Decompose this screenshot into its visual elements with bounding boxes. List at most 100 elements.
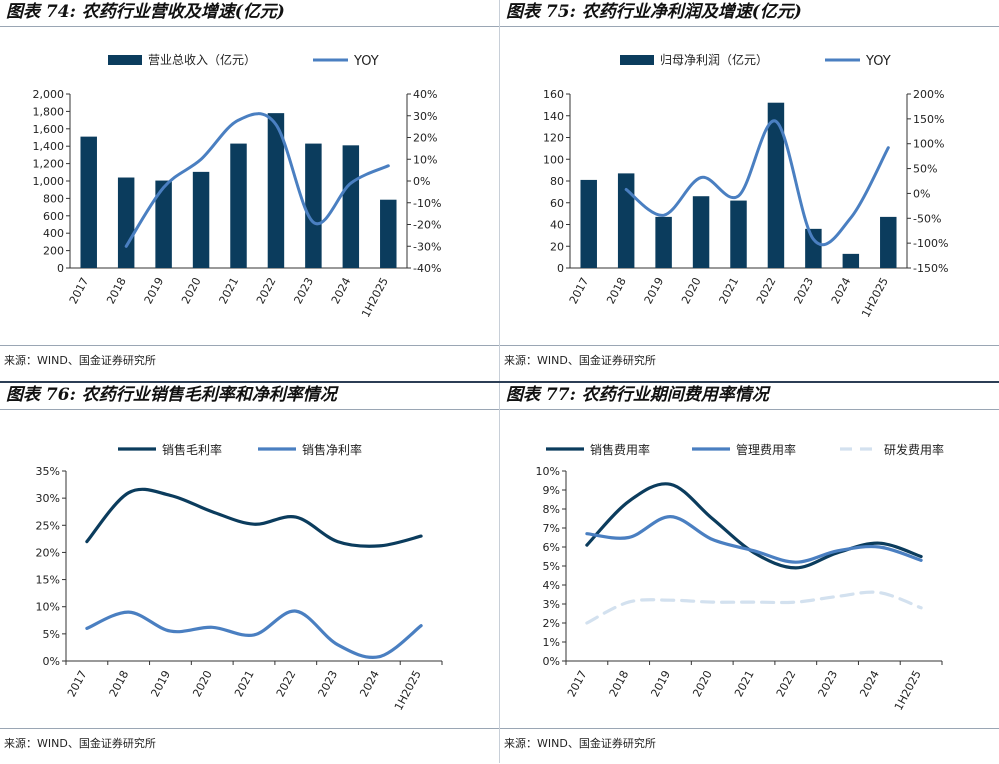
- y-tick-label: 30%: [36, 492, 60, 505]
- x-tick-label: 2021: [232, 668, 257, 699]
- x-tick-label: 2018: [107, 668, 132, 699]
- y-tick-label: 15%: [36, 574, 60, 587]
- net-profit-chart: 归母净利润（亿元） YOY 0 20 40 60 80 100 120 140 160 -150% -1…: [543, 52, 948, 320]
- panel-net-profit: 图表 75: 农药行业净利润及增速(亿元) 归母净利润（亿元） YOY 0 20 40 6…: [500, 0, 999, 381]
- left-tick-label: 100: [543, 153, 564, 166]
- x-tick-label: 2017: [67, 275, 92, 306]
- legend-label-line: YOY: [353, 54, 379, 69]
- y-tick-label: 3%: [543, 598, 560, 611]
- y-tick-label: 0%: [43, 655, 60, 668]
- x-tick-label: 2019: [642, 275, 667, 306]
- right-tick-label: -30%: [413, 240, 441, 253]
- bar: [842, 253, 860, 268]
- left-tick-label: 60: [550, 197, 564, 210]
- title-rule: [500, 409, 999, 410]
- y-tick-label: 20%: [36, 546, 60, 559]
- series-line: [585, 590, 923, 625]
- legend-label: 销售净利率: [302, 442, 362, 457]
- x-tick-label: 2020: [179, 275, 204, 306]
- left-tick-label: 140: [543, 110, 564, 123]
- chart-title: 图表 75: 农药行业净利润及增速(亿元): [506, 2, 802, 22]
- x-tick-label: 2021: [732, 668, 757, 699]
- y-tick-label: 35%: [36, 465, 60, 478]
- left-tick-label: 80: [550, 175, 564, 188]
- y-tick-label: 6%: [543, 541, 560, 554]
- legend-label-bar: 归母净利润（亿元）: [660, 52, 768, 67]
- left-tick-label: 1,000: [33, 175, 65, 188]
- left-tick-label: 2,000: [33, 88, 65, 101]
- left-tick-label: 40: [550, 219, 564, 232]
- series-line: [585, 482, 923, 570]
- left-tick-label: 600: [43, 210, 64, 223]
- x-tick-label: 2021: [717, 275, 742, 306]
- left-tick-label: 20: [550, 240, 564, 253]
- right-tick-label: 40%: [413, 88, 437, 101]
- row-divider: [0, 381, 999, 383]
- x-tick-label: 1H2025: [392, 668, 424, 712]
- legend-label-bar: 营业总收入（亿元）: [148, 52, 256, 67]
- panel-margins: 图表 76: 农药行业销售毛利率和净利率情况 0% 5% 10% 15% 20% 25% 3…: [0, 383, 499, 764]
- bar: [767, 102, 785, 268]
- bar: [730, 200, 747, 268]
- right-tick-label: 30%: [413, 110, 437, 123]
- x-tick-label: 2018: [104, 275, 129, 306]
- bar: [617, 173, 635, 268]
- x-tick-label: 2022: [754, 275, 779, 306]
- y-tick-label: 2%: [543, 617, 560, 630]
- x-tick-label: 2023: [291, 275, 316, 306]
- chart-source: 来源：WIND、国金证券研究所: [4, 354, 156, 367]
- chart-title: 图表 76: 农药行业销售毛利率和净利率情况: [6, 385, 337, 405]
- x-tick-label: 1H2025: [859, 275, 891, 319]
- chart-title: 图表 77: 农药行业期间费用率情况: [506, 385, 769, 405]
- y-tick-label: 10%: [36, 601, 60, 614]
- right-tick-label: 0%: [413, 175, 430, 188]
- right-tick-label: 0%: [913, 187, 930, 200]
- panel-expense-ratios: 图表 77: 农药行业期间费用率情况 0% 1% 2% 3% 4% 5% 6% 7% 8% 9% 1…: [500, 383, 999, 764]
- left-tick-label: 120: [543, 132, 564, 145]
- source-rule: [0, 728, 499, 729]
- legend-label: 研发费用率: [884, 442, 944, 457]
- x-tick-label: 2024: [829, 275, 854, 306]
- right-tick-label: -150%: [913, 262, 948, 275]
- x-tick-label: 2017: [65, 668, 90, 699]
- y-tick-label: 9%: [543, 484, 560, 497]
- right-tick-label: -40%: [413, 262, 441, 275]
- series-line: [585, 514, 923, 564]
- x-tick-label: 2022: [774, 668, 799, 699]
- expense-ratio-chart: 0% 1% 2% 3% 4% 5% 6% 7% 8% 9% 10% 销售费用率 管理费用率 研发费用率 20…: [536, 442, 944, 713]
- x-tick-label: 2024: [857, 668, 882, 699]
- source-rule: [500, 728, 999, 729]
- bar: [580, 179, 597, 268]
- bar: [267, 113, 285, 268]
- bar: [655, 216, 672, 268]
- title-rule: [500, 26, 999, 27]
- bar: [380, 199, 397, 268]
- chart-source: 来源：WIND、国金证券研究所: [504, 354, 656, 367]
- chart-source: 来源：WIND、国金证券研究所: [504, 737, 656, 750]
- left-tick-label: 800: [43, 192, 64, 205]
- y-tick-label: 1%: [543, 636, 560, 649]
- right-tick-label: 150%: [913, 113, 944, 126]
- left-tick-label: 0: [57, 262, 64, 275]
- x-tick-label: 2020: [190, 668, 215, 699]
- bar: [692, 196, 710, 268]
- x-tick-label: 2017: [565, 668, 590, 699]
- x-tick-label: 2023: [316, 668, 341, 699]
- y-tick-label: 5%: [43, 628, 60, 641]
- legend-label: 销售毛利率: [162, 442, 222, 457]
- legend-label: 管理费用率: [736, 442, 796, 457]
- right-tick-label: 10%: [413, 153, 437, 166]
- x-tick-label: 1H2025: [359, 275, 391, 319]
- chart-title: 图表 74: 农药行业营收及增速(亿元): [6, 2, 285, 22]
- left-tick-label: 1,400: [33, 140, 65, 153]
- bar: [230, 143, 247, 268]
- margin-chart: 0% 5% 10% 15% 20% 25% 30% 35% 销售毛利率 销售净利率 2017 2018…: [36, 442, 443, 713]
- title-rule: [0, 409, 499, 410]
- bar: [192, 171, 210, 268]
- bar: [305, 143, 322, 268]
- y-tick-label: 7%: [543, 522, 560, 535]
- x-tick-label: 2018: [607, 668, 632, 699]
- right-tick-label: 100%: [913, 138, 944, 151]
- left-tick-label: 200: [43, 245, 64, 258]
- legend-label: 销售费用率: [590, 442, 650, 457]
